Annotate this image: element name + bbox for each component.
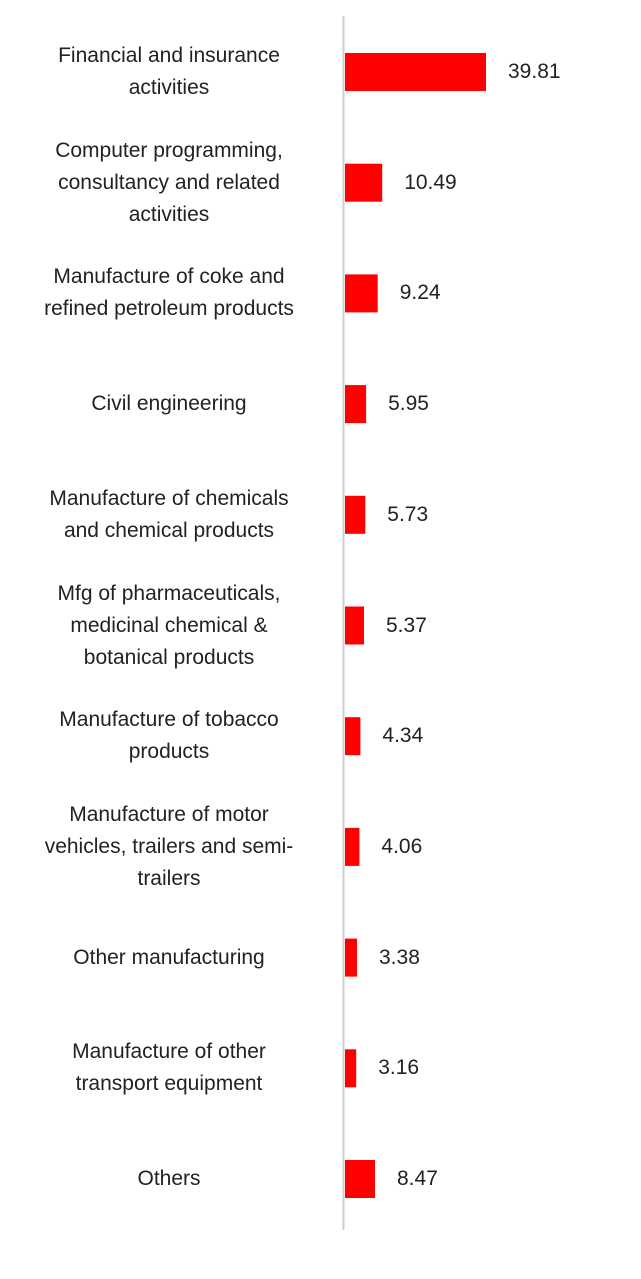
category-label-line: Manufacture of motor [69, 802, 269, 826]
value-label: 3.38 [379, 945, 420, 969]
category-label-line: Financial and insurance [58, 44, 280, 67]
category-label-line: medicinal chemical & [70, 613, 268, 637]
category-label-line: transport equipment [75, 1072, 263, 1096]
value-label: 4.34 [382, 724, 424, 748]
bar [345, 274, 378, 313]
category-label-line: consultancy and related [58, 170, 280, 194]
bar [345, 1160, 375, 1198]
bar [345, 1049, 357, 1088]
category-label-line: trailers [137, 866, 201, 890]
category-label-line: activities [128, 76, 210, 99]
category-label-line: and chemical products [63, 518, 275, 542]
category-label-line: activities [128, 202, 210, 226]
category-label: Financial and insurance activities [9, 40, 329, 104]
value-label: 5.73 [387, 502, 429, 526]
category-label: Computer programming, consultancy and rel… [9, 135, 329, 231]
category-label-line: products [128, 740, 210, 764]
category-label-line: Mfg of pharmaceuticals, [57, 581, 281, 605]
category-label-line: refined petroleum products [44, 297, 294, 321]
category-label-line: Others [137, 1167, 201, 1190]
value-label: 39.81 [508, 60, 561, 83]
bar [345, 606, 364, 645]
category-label-line: Manufacture of coke and [53, 265, 285, 289]
category-label-line: botanical products [83, 645, 255, 669]
value-label: 9.24 [399, 281, 441, 305]
bar [345, 827, 360, 866]
category-label-line: Manufacture of tobacco [59, 708, 279, 732]
category-label-line: Manufacture of other [72, 1040, 266, 1064]
value-label: 3.16 [378, 1056, 420, 1080]
bar [345, 495, 366, 534]
bar [345, 717, 361, 756]
category-label-line: Civil engineering [91, 392, 247, 416]
category-label: Other manufacturing [9, 942, 329, 974]
category-label: Manufacture of other transport equipment [9, 1036, 329, 1100]
value-label: 10.49 [404, 170, 457, 194]
category-label: Manufacture of tobacco products [9, 704, 329, 768]
value-label: 5.95 [388, 392, 429, 416]
category-label: Mfg of pharmaceuticals, medicinal chemica… [9, 578, 329, 674]
category-label: Manufacture of coke and refined petroleum… [9, 261, 329, 325]
category-label: Manufacture of chemicals and chemical pro… [9, 483, 329, 547]
bar [345, 53, 486, 91]
value-label: 5.37 [386, 613, 427, 637]
category-label-line: vehicles, trailers and semi- [44, 834, 294, 858]
value-label: 8.47 [397, 1167, 438, 1190]
category-label-line: Other manufacturing [73, 945, 265, 969]
value-label: 4.06 [381, 834, 423, 858]
category-label: Civil engineering [9, 388, 329, 420]
category-label-line: Manufacture of chemicals [49, 486, 289, 510]
category-label: Others [9, 1163, 329, 1195]
category-label: Manufacture of motor vehicles, trailers a… [9, 799, 329, 895]
category-label-line: Computer programming, [55, 138, 283, 162]
bar [345, 385, 367, 424]
bar [345, 938, 357, 977]
bar [345, 163, 383, 202]
